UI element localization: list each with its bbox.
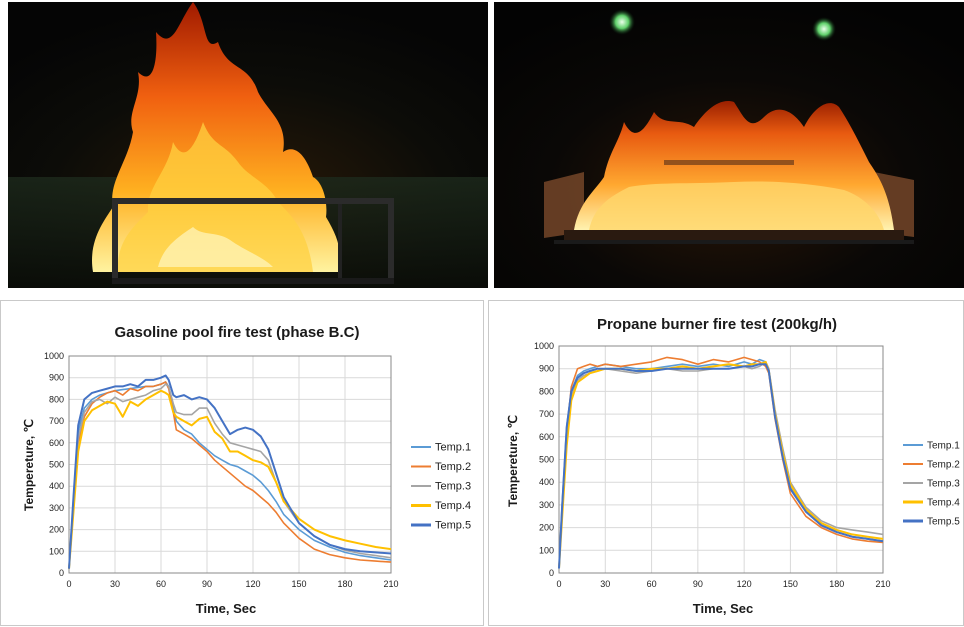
legend: Temp.1 Temp.2 Temp.3 Temp.4 Temp.5 (411, 442, 471, 532)
legend-label: Temp.3 (435, 481, 471, 493)
y-tick-label: 700 (49, 416, 64, 426)
y-tick-label: 100 (539, 545, 554, 555)
plot-frame (558, 345, 884, 574)
legend-label: Temp.1 (435, 442, 471, 454)
x-tick-label: 0 (66, 579, 71, 589)
x-tick-label: 90 (693, 579, 703, 589)
y-axis-label: Tempereture, ℃ (22, 419, 36, 511)
gasoline-pool-fire-photo (8, 2, 488, 288)
gasoline-pool-fire-illustration (8, 2, 488, 288)
propane-burner-fire-illustration (494, 2, 964, 288)
x-tick-label: 120 (245, 579, 260, 589)
y-tick-label: 1000 (534, 341, 554, 351)
y-tick-label: 500 (49, 460, 64, 470)
legend-label: Temp.3 (927, 479, 960, 490)
x-axis-label: Time, Sec (693, 601, 753, 616)
series-line-temp3 (558, 361, 884, 569)
y-tick-label: 500 (539, 455, 554, 465)
x-tick-label: 60 (647, 579, 657, 589)
y-tick-label: 800 (49, 394, 64, 404)
x-tick-label: 0 (556, 579, 561, 589)
y-tick-label: 900 (539, 364, 554, 374)
plot-frame (68, 355, 392, 574)
x-tick-label: 120 (737, 579, 752, 589)
series-line-temp3 (68, 383, 392, 569)
series-line-temp4 (558, 360, 884, 569)
legend: Temp.1 Temp.2 Temp.3 Temp.4 Temp.5 (903, 441, 960, 528)
series-line-temp5 (68, 374, 392, 569)
legend-label: Temp.1 (927, 441, 960, 452)
x-tick-label: 90 (202, 579, 212, 589)
y-tick-label: 600 (49, 438, 64, 448)
y-tick-label: 900 (49, 373, 64, 383)
gasoline-chart-panel: Gasoline pool fire test (phase B.C) Time… (0, 300, 484, 626)
y-tick-label: 0 (549, 568, 554, 578)
legend-label: Temp.4 (927, 498, 960, 509)
y-axis-label: Tempereture, ℃ (506, 415, 520, 507)
chart-title: Gasoline pool fire test (phase B.C) (114, 324, 359, 341)
y-tick-label: 700 (539, 409, 554, 419)
y-tick-label: 100 (49, 546, 64, 556)
series-line-temp5 (558, 363, 884, 569)
y-tick-label: 0 (59, 568, 64, 578)
x-tick-label: 30 (110, 579, 120, 589)
series-line-temp2 (558, 356, 884, 569)
x-tick-label: 30 (600, 579, 610, 589)
x-tick-label: 150 (291, 579, 306, 589)
x-tick-label: 210 (383, 579, 398, 589)
propane-chart: Propane burner fire test (200kg/h) Time,… (506, 316, 960, 616)
legend-label: Temp.2 (435, 461, 471, 473)
series-line-temp4 (68, 389, 392, 569)
y-tick-label: 200 (539, 523, 554, 533)
y-tick-label: 200 (49, 525, 64, 535)
y-tick-label: 300 (539, 500, 554, 510)
plot-area: 0 100 200 300 400 500 600 700 800 900 1000 0 30 60 90 1… (534, 341, 891, 589)
x-tick-label: 210 (875, 579, 890, 589)
gasoline-chart: Gasoline pool fire test (phase B.C) Time… (22, 324, 471, 616)
y-tick-label: 300 (49, 503, 64, 513)
x-tick-label: 180 (829, 579, 844, 589)
plot-area: 0 100 200 300 400 500 600 700 800 900 1000 0 30 60 90 1… (44, 351, 399, 589)
y-tick-label: 800 (539, 386, 554, 396)
legend-label: Temp.5 (435, 520, 471, 532)
x-tick-label: 180 (337, 579, 352, 589)
y-tick-label: 600 (539, 432, 554, 442)
y-tick-label: 400 (539, 477, 554, 487)
propane-chart-panel: Propane burner fire test (200kg/h) Time,… (488, 300, 964, 626)
x-tick-label: 150 (783, 579, 798, 589)
legend-label: Temp.4 (435, 500, 471, 512)
legend-label: Temp.5 (927, 517, 960, 528)
y-tick-label: 400 (49, 481, 64, 491)
series-line-temp2 (68, 381, 392, 569)
x-axis-label: Time, Sec (196, 601, 256, 616)
y-tick-label: 1000 (44, 351, 64, 361)
propane-burner-fire-photo (494, 2, 964, 288)
x-tick-label: 60 (156, 579, 166, 589)
chart-title: Propane burner fire test (200kg/h) (597, 316, 837, 333)
legend-label: Temp.2 (927, 460, 960, 471)
